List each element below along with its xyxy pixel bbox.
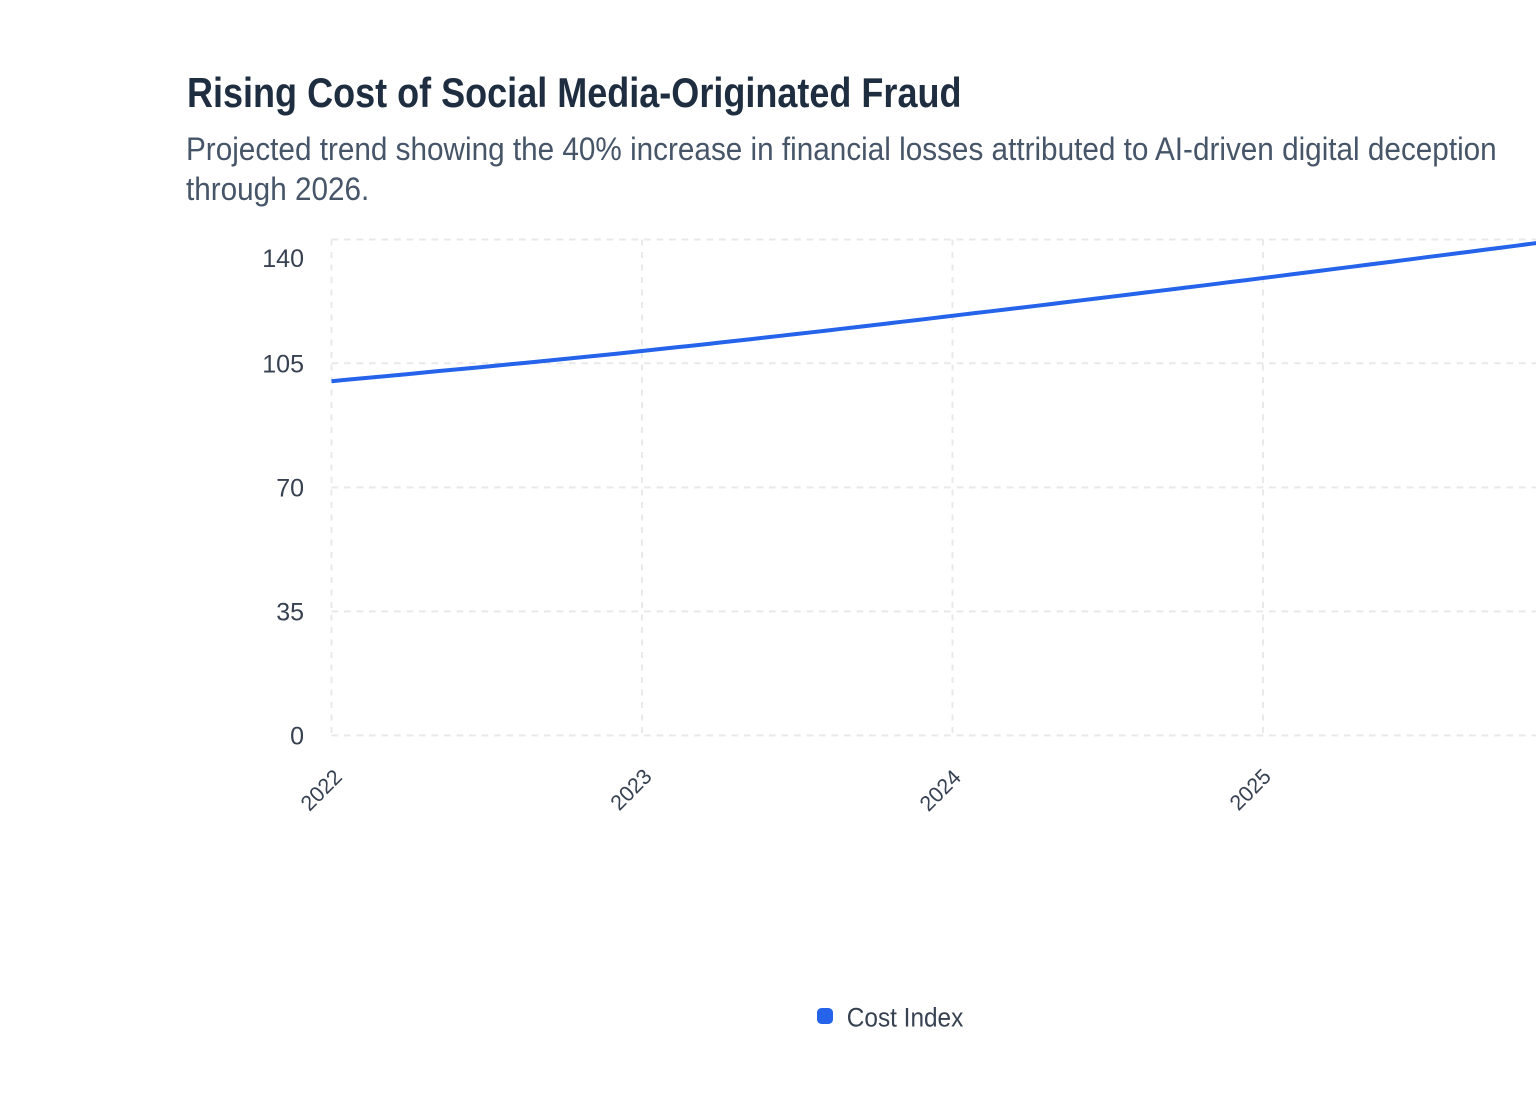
svg-text:105: 105 bbox=[262, 350, 304, 378]
svg-text:Cost Index: Cost Index bbox=[847, 1002, 964, 1032]
svg-text:140: 140 bbox=[262, 245, 304, 273]
svg-text:35: 35 bbox=[276, 599, 304, 627]
svg-text:2025: 2025 bbox=[1225, 764, 1276, 815]
svg-text:2023: 2023 bbox=[606, 764, 657, 815]
svg-text:0: 0 bbox=[290, 723, 304, 751]
svg-text:2022: 2022 bbox=[296, 765, 347, 816]
svg-text:70: 70 bbox=[276, 475, 304, 503]
svg-text:2024: 2024 bbox=[915, 765, 966, 816]
